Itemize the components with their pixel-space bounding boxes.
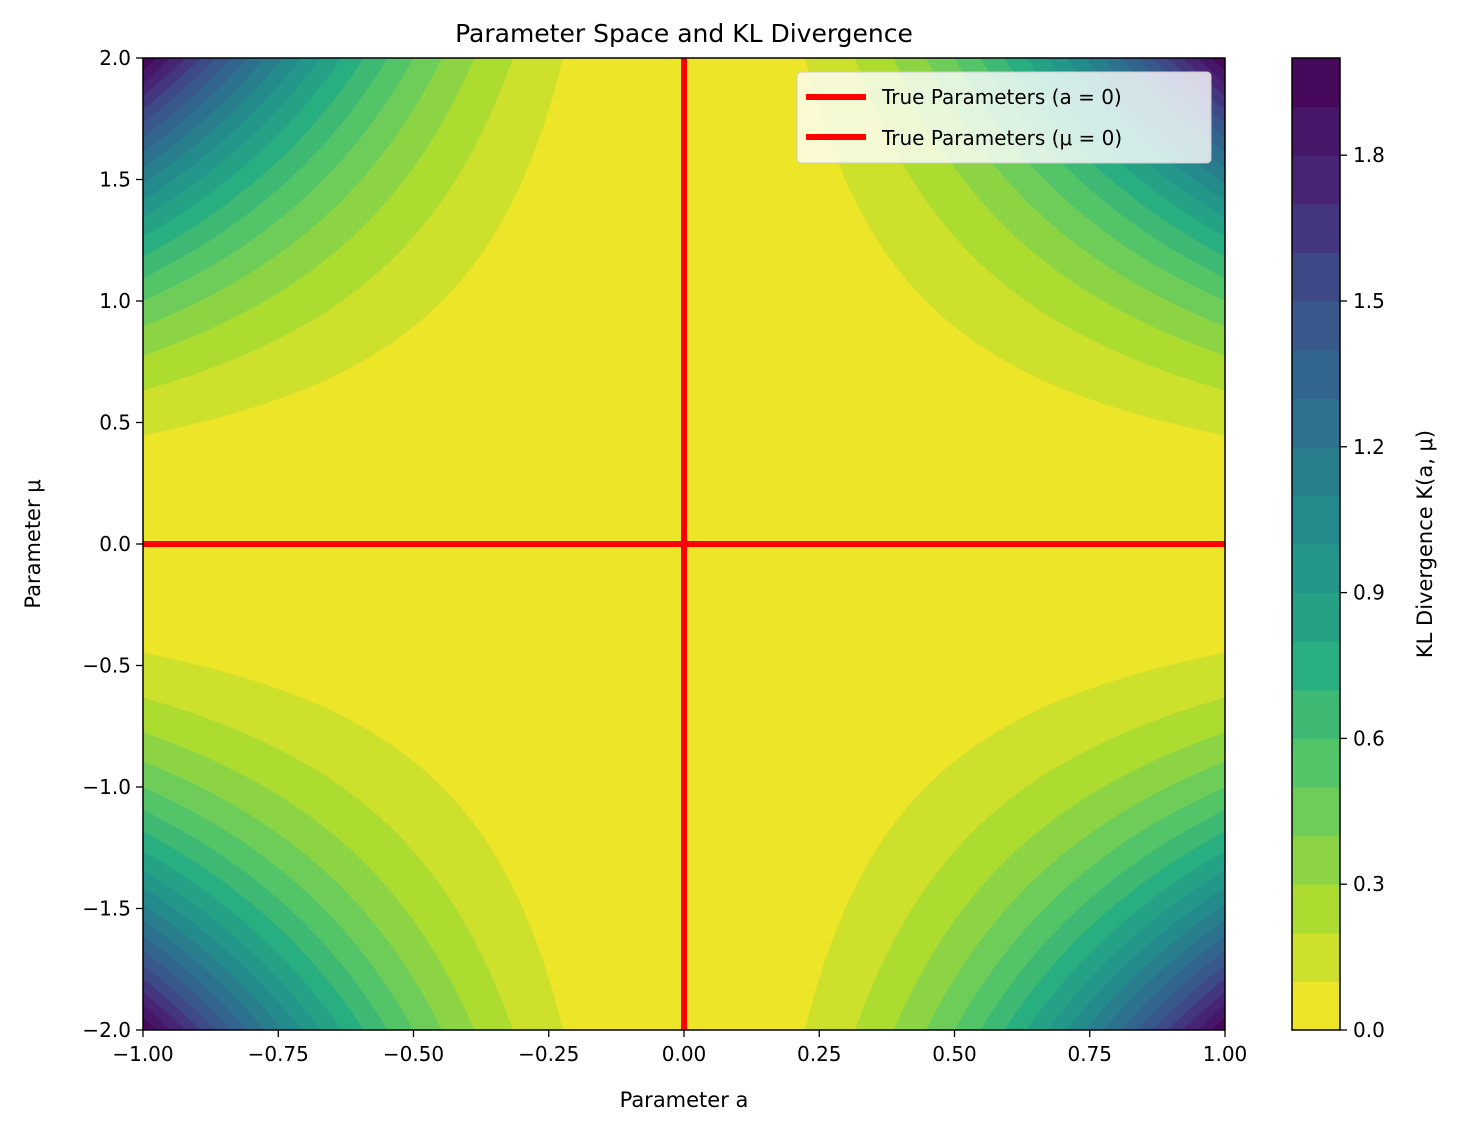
y-tick-label: 1.0 <box>99 289 131 313</box>
reference-lines <box>143 58 1225 1030</box>
x-tick-label: 0.75 <box>1067 1042 1112 1066</box>
y-tick-label: −2.0 <box>82 1018 131 1042</box>
colorbar-band <box>1292 689 1340 739</box>
y-axis-label: Parameter μ <box>21 479 45 608</box>
colorbar-band <box>1292 641 1340 691</box>
x-axis: −1.00 −0.75 −0.50 −0.25 0.00 0.25 0.50 0.75 1.00 <box>112 1030 1247 1066</box>
colorbar-band <box>1292 349 1340 399</box>
colorbar-band <box>1292 835 1340 885</box>
x-tick-label: 0.50 <box>932 1042 977 1066</box>
x-tick-label: 1.00 <box>1203 1042 1248 1066</box>
colorbar-tick-label: 1.8 <box>1353 143 1385 167</box>
x-tick-label: −1.00 <box>112 1042 173 1066</box>
colorbar-band <box>1292 495 1340 545</box>
colorbar-band <box>1292 58 1340 108</box>
y-tick-label: 0.0 <box>99 532 131 556</box>
colorbar-tick-label: 0.3 <box>1353 872 1385 896</box>
legend: True Parameters (a = 0) True Parameters … <box>796 71 1212 164</box>
colorbar-frame <box>1291 57 1341 1031</box>
x-axis-label: Parameter a <box>620 1088 749 1112</box>
y-axis: −2.0 −1.5 −1.0 −0.5 0.0 0.5 1.0 1.5 2.0 <box>82 46 143 1042</box>
y-tick-label: 1.5 <box>99 168 131 192</box>
colorbar-tick-label: 0.9 <box>1353 581 1385 605</box>
colorbar-ticks: 0.0 0.3 0.6 0.9 1.2 1.5 1.8 <box>1340 143 1385 1042</box>
colorbar: 0.0 0.3 0.6 0.9 1.2 1.5 1.8 KL Divergence K(a,… <box>1291 57 1437 1042</box>
colorbar-tick-label: 0.0 <box>1353 1018 1385 1042</box>
colorbar-bands <box>1292 58 1340 1031</box>
x-tick-label: 0.00 <box>662 1042 707 1066</box>
colorbar-label: KL Divergence K(a, μ) <box>1413 430 1437 658</box>
x-tick-label: −0.25 <box>518 1042 579 1066</box>
colorbar-tick-label: 0.6 <box>1353 726 1385 750</box>
colorbar-band <box>1292 738 1340 788</box>
legend-label-mu: True Parameters (μ = 0) <box>881 126 1122 150</box>
colorbar-tick-label: 1.5 <box>1353 289 1385 313</box>
y-tick-label: −1.0 <box>82 775 131 799</box>
colorbar-band <box>1292 301 1340 351</box>
y-tick-label: 0.5 <box>99 411 131 435</box>
legend-label-a: True Parameters (a = 0) <box>881 85 1122 109</box>
x-tick-label: −0.75 <box>248 1042 309 1066</box>
colorbar-band <box>1292 932 1340 982</box>
x-tick-label: −0.50 <box>383 1042 444 1066</box>
colorbar-band <box>1292 398 1340 448</box>
colorbar-band <box>1292 106 1340 156</box>
y-tick-label: −0.5 <box>82 654 131 678</box>
x-tick-label: 0.25 <box>797 1042 842 1066</box>
colorbar-band <box>1292 981 1340 1031</box>
colorbar-band <box>1292 592 1340 642</box>
y-tick-label: −1.5 <box>82 897 131 921</box>
chart-title: Parameter Space and KL Divergence <box>455 19 913 48</box>
colorbar-tick-label: 1.2 <box>1353 435 1385 459</box>
colorbar-band <box>1292 884 1340 934</box>
colorbar-band <box>1292 203 1340 253</box>
colorbar-band <box>1292 155 1340 205</box>
colorbar-band <box>1292 446 1340 496</box>
colorbar-band <box>1292 252 1340 302</box>
y-tick-label: 2.0 <box>99 46 131 70</box>
legend-box <box>796 71 1212 164</box>
colorbar-band <box>1292 787 1340 837</box>
colorbar-band <box>1292 544 1340 594</box>
